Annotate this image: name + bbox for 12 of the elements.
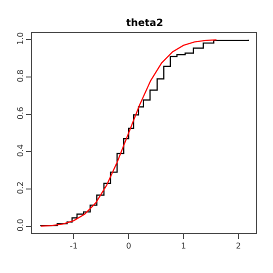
x-tick-label: 0: [126, 242, 132, 251]
y-tick-label: 0.8: [16, 69, 25, 82]
y-tick-label: 0.2: [16, 181, 25, 194]
y-tick-label: 0.0: [16, 218, 25, 232]
y-tick-label: 0.6: [16, 106, 25, 120]
y-tick-label: 0.4: [16, 144, 25, 157]
x-tick-label: 2: [236, 242, 241, 251]
x-tick-label: 1: [180, 242, 186, 251]
x-tick-label: -1: [70, 242, 78, 251]
y-tick-label: 1.0: [16, 32, 25, 45]
chart-title: theta2: [126, 18, 164, 30]
line-series: [40, 39, 218, 227]
